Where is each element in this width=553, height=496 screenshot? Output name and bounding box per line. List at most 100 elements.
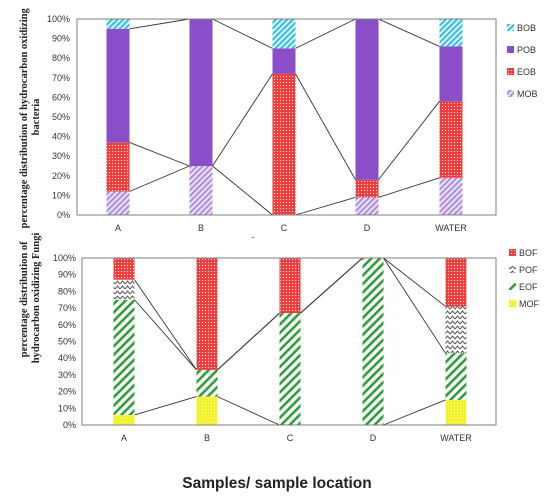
fungi-bar-eof-a: [113, 299, 135, 415]
fungi-y-ticks: 0% 10% 20% 30% 40% 50% 60% 70% 80% 90% 100%: [53, 253, 76, 430]
fungi-y-axis-label-line1: percentage distribution of: [19, 241, 30, 357]
bacteria-bar-mob-water: [439, 177, 463, 215]
fungi-bar-bof-b: [196, 258, 218, 370]
fungi-series-line: [134, 396, 197, 416]
bacteria-series-line: [212, 18, 273, 49]
fungi-legend-swatch-mof: [509, 300, 516, 307]
fungi-y-tick-label: 30%: [58, 370, 76, 380]
bacteria-y-tick-label: 20%: [52, 171, 70, 181]
bacteria-bar-mob-b: [189, 166, 213, 215]
bacteria-y-tick-label: 0%: [57, 210, 70, 220]
bacteria-y-tick-label: 60%: [52, 92, 70, 102]
bacteria-x-tick-label: A: [115, 223, 121, 233]
fungi-y-tick-label: 50%: [58, 337, 76, 347]
fungi-y-tick-label: 0%: [63, 420, 76, 430]
fungi-x-tick-label: WATER: [440, 433, 472, 443]
bacteria-y-tick-label: 80%: [52, 53, 70, 63]
fungi-bars: [113, 258, 467, 425]
fungi-legend-swatch-pof: [509, 266, 516, 273]
bacteria-bar-bob-a: [106, 19, 130, 29]
fungi-bar-mof-a: [113, 414, 135, 425]
fungi-bar-eof-water: [445, 353, 467, 400]
fungi-legend-swatch-eof: [509, 283, 516, 290]
fungi-series-line: [217, 396, 280, 426]
bacteria-series-line: [378, 18, 440, 47]
bacteria-y-tick-label: 70%: [52, 73, 70, 83]
bacteria-series-line: [295, 18, 356, 49]
bacteria-y-tick-label: 10%: [52, 190, 70, 200]
fungi-bar-pof-water: [445, 306, 467, 354]
bacteria-series-line: [378, 101, 440, 180]
bacteria-y-ticks: 0% 10% 20% 30% 40% 50% 60% 70% 80% 90% 100%: [47, 14, 70, 220]
bacteria-plot-frame: [76, 18, 497, 216]
fungi-legend-swatch-bof: [509, 249, 516, 256]
fungi-bar-mof-b: [196, 396, 218, 425]
bacteria-bar-eob-d: [355, 179, 379, 198]
fungi-y-tick-label: 10%: [58, 403, 76, 413]
bacteria-bar-pob-a: [106, 28, 130, 143]
bacteria-bar-eob-c: [272, 73, 296, 215]
fungi-x-ticks: A B C D WATER: [121, 433, 472, 443]
fungi-series-line: [383, 399, 446, 426]
bacteria-y-tick-label: 90%: [52, 34, 70, 44]
fungi-legend-label-bof: BOF: [519, 248, 538, 258]
fungi-y-tick-label: 20%: [58, 387, 76, 397]
bacteria-bar-mob-d: [355, 197, 379, 215]
fungi-bar-pof-a: [113, 279, 135, 300]
fungi-series-line: [383, 257, 446, 307]
fungi-x-tick-label: D: [370, 433, 377, 443]
bacteria-series-line: [129, 165, 190, 192]
bacteria-bar-pob-d: [355, 19, 379, 180]
bacteria-bar-pob-b: [189, 19, 213, 166]
bacteria-legend-label-eob: EOB: [517, 67, 536, 77]
fungi-x-tick-label: B: [204, 433, 210, 443]
fungi-bar-eof-b: [196, 369, 218, 397]
fungi-x-tick-label: A: [121, 433, 127, 443]
bacteria-series-line: [212, 73, 273, 167]
fungi-legend-label-eof: EOF: [519, 282, 538, 292]
fungi-y-axis-label: percentage distribution of hydrocarbon o…: [19, 233, 42, 364]
bacteria-y-axis-label: percentage distribution of hydrocarbon o…: [19, 6, 42, 229]
bacteria-legend-label-pob: POB: [517, 45, 536, 55]
fungi-bar-mof-water: [445, 399, 467, 425]
bacteria-bar-eob-a: [106, 142, 130, 192]
bacteria-bar-eob-water: [439, 101, 463, 178]
bacteria-legend-swatch-mob: [507, 90, 514, 97]
bacteria-legend-swatch-bob: [507, 24, 514, 31]
fungi-bar-bof-water: [445, 258, 467, 307]
bacteria-x-tick-label: WATER: [435, 223, 467, 233]
fungi-y-tick-label: 90%: [58, 270, 76, 280]
bacteria-y-tick-label: 50%: [52, 112, 70, 122]
fungi-bar-eof-c: [279, 313, 301, 425]
fungi-series-line: [134, 279, 197, 371]
fungi-y-tick-label: 80%: [58, 286, 76, 296]
fungi-chart: percentage distribution of hydrocarbon o…: [19, 233, 539, 443]
fungi-series-line: [134, 299, 197, 371]
bacteria-bars: [106, 19, 463, 215]
x-axis-title: Samples/ sample location: [182, 475, 372, 492]
bacteria-bar-pob-water: [439, 46, 463, 102]
bacteria-legend-label-bob: BOB: [517, 23, 536, 33]
fungi-legend-label-mof: MOF: [519, 299, 539, 309]
fungi-y-tick-label: 60%: [58, 320, 76, 330]
fungi-legend-label-pof: POF: [519, 265, 538, 275]
fungi-bar-bof-c: [279, 258, 301, 314]
stray-mark: -: [252, 232, 255, 242]
bacteria-y-axis-label-line1: percentage distribution of hydrocarbon o…: [19, 8, 30, 229]
bacteria-y-tick-label: 40%: [52, 132, 70, 142]
fungi-legend: BOF POF EOF MOF: [509, 248, 539, 309]
bacteria-chart: percentage distribution of hydrocarbon o…: [19, 6, 538, 233]
fungi-y-tick-label: 70%: [58, 303, 76, 313]
fungi-y-tick-label: 40%: [58, 353, 76, 363]
bacteria-legend-label-mob: MOB: [517, 89, 538, 99]
fungi-series-line: [383, 257, 446, 354]
fungi-plot-frame: [81, 257, 497, 426]
fungi-series-line: [300, 257, 363, 314]
bacteria-series-line: [295, 196, 356, 216]
bacteria-legend: BOB POB EOB MOB: [507, 23, 538, 99]
bacteria-legend-swatch-pob: [507, 46, 514, 53]
bacteria-bar-pob-c: [272, 48, 296, 74]
bacteria-y-tick-label: 30%: [52, 151, 70, 161]
bacteria-series-line: [129, 18, 190, 30]
